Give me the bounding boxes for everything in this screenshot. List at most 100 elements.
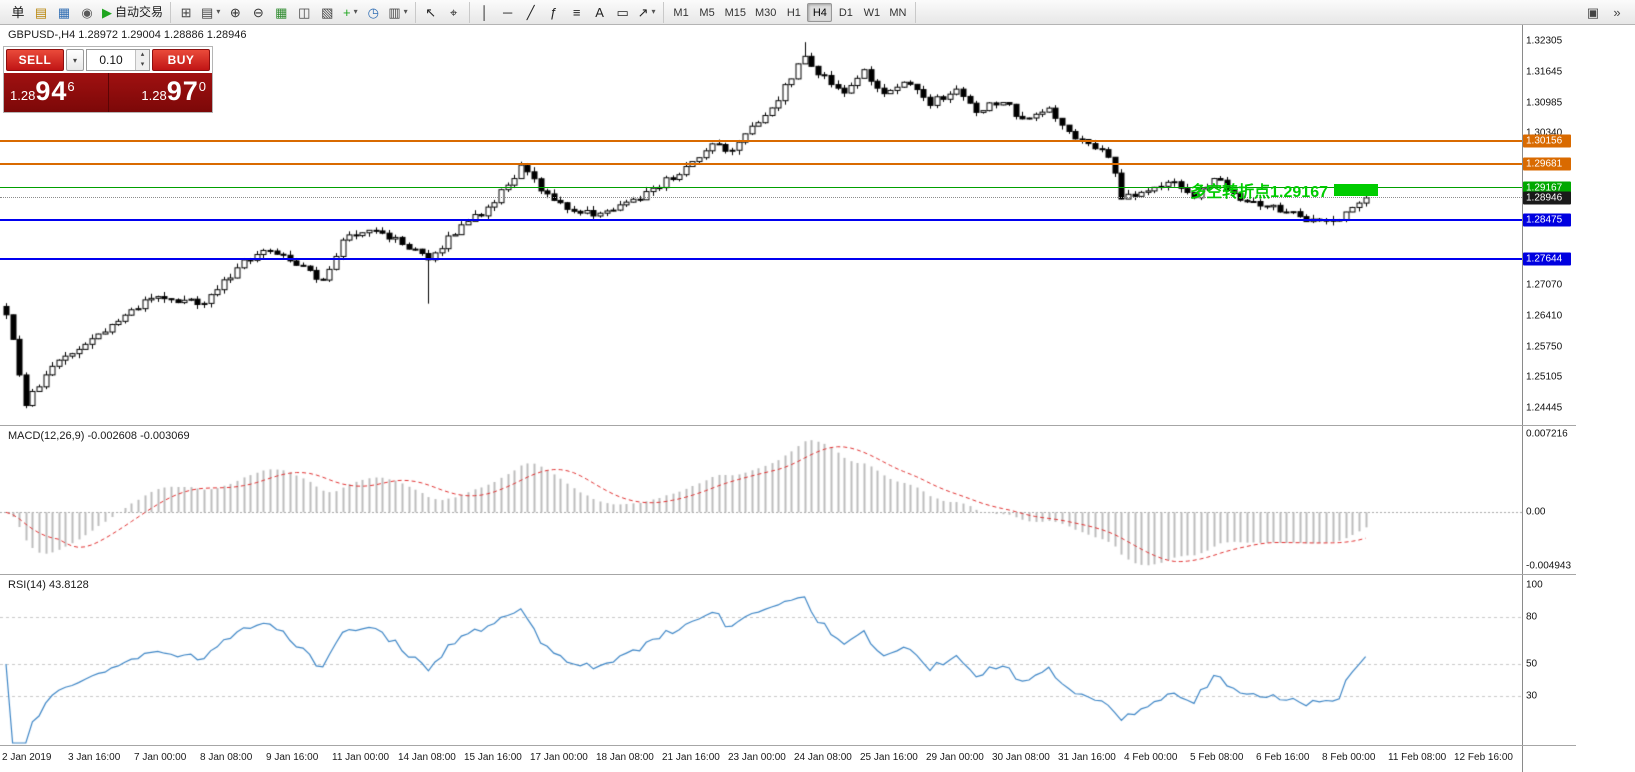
- cursor-icon[interactable]: ↖: [420, 2, 442, 23]
- timeframe-mn[interactable]: MN: [885, 3, 910, 22]
- level-label-1.30156: 1.30156: [1523, 134, 1571, 148]
- timeframe-d1[interactable]: D1: [833, 3, 858, 22]
- text-icon[interactable]: A: [589, 2, 611, 23]
- new-indicator-icon[interactable]: + ▾: [339, 2, 361, 23]
- price-chart-canvas[interactable]: [0, 25, 1522, 425]
- time-axis[interactable]: 2 Jan 2019 3 Jan 16:00 7 Jan 00:00 8 Jan 08…: [0, 746, 1522, 772]
- time-axis-label: 6 Feb 16:00: [1256, 752, 1310, 763]
- time-axis-label: 14 Jan 08:00: [398, 752, 456, 763]
- new-chart-icon[interactable]: ⊞: [175, 2, 197, 23]
- autotrading-button-label: 自动交易: [115, 5, 164, 19]
- text-label-icon[interactable]: ▭: [612, 2, 634, 23]
- timeframe-h1[interactable]: H1: [781, 3, 806, 22]
- trade-group: 单 ▤ ▦ ◉ ▶ 自动交易: [3, 1, 172, 23]
- pivot-annotation-text: 多空转折点1.29167: [1190, 183, 1328, 201]
- panel-divider-price-macd[interactable]: [0, 425, 1576, 426]
- level-line-1.28475[interactable]: [0, 218, 1522, 221]
- lot-dropdown-button[interactable]: ▾: [66, 49, 85, 71]
- fibonacci-icon[interactable]: ƒ: [543, 2, 565, 23]
- price-axis[interactable]: 1.32305 1.31645 1.30985 1.30340 1.27070 1.264…: [1523, 25, 1575, 425]
- pivot-annotation[interactable]: 多空转折点1.29167: [1190, 178, 1378, 202]
- time-axis-label: 8 Feb 00:00: [1322, 752, 1376, 763]
- zoom-in-icon[interactable]: ⊕: [224, 2, 246, 23]
- navigator-icon-glyph: ◉: [81, 4, 93, 20]
- trendline-icon[interactable]: ╱: [520, 2, 542, 23]
- period-clock-icon[interactable]: ◷: [362, 2, 384, 23]
- channel-icon[interactable]: ≡: [566, 2, 588, 23]
- bid-pipette: 6: [67, 79, 75, 94]
- time-axis-label: 15 Jan 16:00: [464, 752, 522, 763]
- macd-canvas[interactable]: [0, 426, 1522, 574]
- timeframe-m5[interactable]: M5: [695, 3, 720, 22]
- stepper-down-icon[interactable]: ▾: [136, 60, 149, 70]
- time-axis-label: 4 Feb 00:00: [1124, 752, 1178, 763]
- sell-button[interactable]: SELL: [6, 49, 64, 71]
- navigator-icon[interactable]: ◉: [76, 2, 98, 23]
- trade-panel-prices: 1.28946 1.28970: [4, 73, 212, 112]
- level-line-1.29167[interactable]: [0, 186, 1522, 188]
- stepper-up-icon[interactable]: ▴: [136, 50, 149, 60]
- ask-price[interactable]: 1.28970: [108, 73, 212, 112]
- horizontal-line-icon[interactable]: ─: [497, 2, 519, 23]
- lot-size-field[interactable]: 0.10 ▴ ▾: [86, 49, 150, 71]
- time-axis-label: 8 Jan 08:00: [200, 752, 253, 763]
- panel-divider-macd-rsi[interactable]: [0, 574, 1576, 575]
- price-axis-label: 1.25750: [1526, 341, 1563, 353]
- timeframe-m15[interactable]: M15: [721, 3, 750, 22]
- profiles-icon[interactable]: ▤: [30, 2, 52, 23]
- price-axis-label: 1.26410: [1526, 310, 1563, 322]
- lot-stepper[interactable]: ▴ ▾: [135, 50, 149, 70]
- tile-windows-icon[interactable]: ◫: [293, 2, 315, 23]
- market-watch-icon[interactable]: ▦: [53, 2, 75, 23]
- zoom-out-icon[interactable]: ⊖: [247, 2, 269, 23]
- level-line-1.30156[interactable]: [0, 140, 1522, 143]
- window-layout-icon[interactable]: ▣: [1582, 2, 1604, 23]
- timeframe-w1[interactable]: W1: [859, 3, 884, 22]
- caret-down-icon: ▾: [353, 7, 358, 16]
- rsi-axis[interactable]: 100 80 50 30: [1523, 575, 1575, 745]
- timeframe-h4[interactable]: H4: [807, 2, 833, 22]
- fibonacci-icon-glyph: ƒ: [550, 4, 558, 20]
- autotrading-button[interactable]: ▶ 自动交易: [99, 2, 166, 23]
- time-axis-label: 7 Jan 00:00: [134, 752, 187, 763]
- new-order-button[interactable]: 单: [7, 2, 29, 23]
- bid-big-digits: 94: [35, 76, 68, 106]
- tile-windows-icon-glyph: ◫: [298, 4, 311, 20]
- overflow-chevron-icon[interactable]: »: [1606, 2, 1628, 23]
- market-watch-icon-glyph: ▦: [57, 4, 71, 20]
- crosshair-icon-glyph: ⌖: [449, 4, 458, 20]
- period-clock-icon-glyph: ◷: [367, 4, 379, 20]
- buy-button[interactable]: BUY: [152, 49, 210, 71]
- grid-icon[interactable]: ▦: [270, 2, 292, 23]
- rsi-canvas[interactable]: [0, 575, 1522, 745]
- level-line-1.27644[interactable]: [0, 257, 1522, 260]
- chart-window: GBPUSD-,H4 1.28972 1.29004 1.28886 1.289…: [0, 25, 1635, 772]
- time-axis-label: 5 Feb 08:00: [1190, 752, 1244, 763]
- level-line-1.29681[interactable]: [0, 162, 1522, 165]
- objects-group: │ ─ ╱ ƒ ≡ A ▭ ↗ ▾: [470, 1, 664, 23]
- cascade-windows-icon[interactable]: ▧: [316, 2, 338, 23]
- grid-icon-glyph: ▦: [275, 4, 288, 20]
- ask-pipette: 0: [198, 79, 206, 94]
- time-axis-label: 29 Jan 00:00: [926, 752, 984, 763]
- chart-properties-icon[interactable]: ▥ ▾: [385, 2, 410, 23]
- price-lines-layer: [0, 25, 1522, 425]
- crosshair-icon[interactable]: ⌖: [443, 2, 465, 23]
- timeframe-toolbar: M1 M5 M15 M30 H1 H4 D1 W1 MN: [664, 1, 917, 23]
- arrows-icon[interactable]: ↗ ▾: [635, 2, 659, 23]
- pivot-annotation-rectangle[interactable]: [1334, 183, 1378, 196]
- level-line-1.28946: [0, 196, 1522, 198]
- macd-axis[interactable]: 0.007216 0.00 -0.004943: [1523, 426, 1575, 574]
- chart-list-icon[interactable]: ▤ ▾: [198, 2, 223, 23]
- bid-price[interactable]: 1.28946: [4, 73, 108, 112]
- timeframe-m1[interactable]: M1: [669, 3, 694, 22]
- price-axis-label: 1.30340: [1526, 127, 1563, 139]
- caret-down-icon: ▾: [651, 7, 656, 16]
- time-axis-label: 18 Jan 08:00: [596, 752, 654, 763]
- price-axis-label: 1.25105: [1526, 371, 1563, 383]
- vertical-line-icon[interactable]: │: [474, 2, 496, 23]
- channel-icon-glyph: ≡: [572, 4, 581, 20]
- caret-down-icon: ▾: [73, 55, 78, 65]
- timeframe-m30[interactable]: M30: [751, 3, 780, 22]
- time-axis-label: 25 Jan 16:00: [860, 752, 918, 763]
